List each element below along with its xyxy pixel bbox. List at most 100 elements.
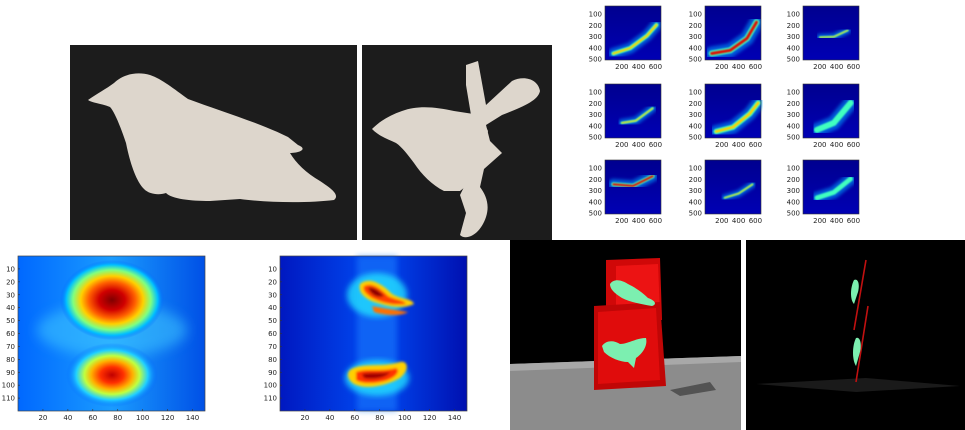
mesh-sliver-upper <box>851 279 859 304</box>
spectrogram-y-tick: 400 <box>589 44 602 52</box>
spectrogram-y-tick: 500 <box>787 210 800 218</box>
spectrogram-panel-r3c2: 100 200 300 400 500 200 400 600 <box>689 159 762 224</box>
heatmap-y-tick: 20 <box>6 278 15 286</box>
spectrogram-y-tick: 300 <box>689 111 702 119</box>
spectrogram-y-tick: 300 <box>689 33 702 41</box>
spectrogram-y-tick: 400 <box>689 198 702 206</box>
spectrogram-x-tick: 600 <box>847 217 860 224</box>
mesh-bird-lower <box>602 338 647 368</box>
spectrogram-y-tick: 300 <box>589 33 602 41</box>
heatmap-smooth: 10 20 30 40 50 60 70 80 90 100 110 20 40 60 80 100 120 1… <box>2 255 206 422</box>
heatmap-plot-area <box>279 255 468 412</box>
spectrogram-y-tick: 300 <box>787 187 800 195</box>
spectrogram-y-tick: 500 <box>589 210 602 218</box>
heatmap-x-tick: 60 <box>350 414 359 422</box>
spectrogram-y-tick: 400 <box>787 198 800 206</box>
spectrogram-y-tick: 300 <box>589 187 602 195</box>
spectrogram-y-tick: 100 <box>787 89 800 97</box>
heatmap-x-tick: 120 <box>423 414 436 422</box>
spectrogram-x-tick: 600 <box>749 63 762 71</box>
spectrogram-x-tick: 600 <box>749 217 762 224</box>
spectrogram-x-tick: 200 <box>813 63 826 71</box>
heatmap-y-tick: 10 <box>268 265 277 273</box>
spectrogram-x-tick: 400 <box>632 141 645 149</box>
spectrogram-x-tick: 200 <box>615 217 628 224</box>
spectrogram-x-tick: 600 <box>649 63 662 71</box>
spectrogram-x-tick: 600 <box>749 141 762 149</box>
heatmap-y-tick: 90 <box>268 369 277 377</box>
spectrogram-y-tick: 500 <box>787 134 800 142</box>
spectrogram-x-tick: 400 <box>732 217 745 224</box>
bird-silhouette <box>372 107 488 191</box>
red-plane-edge-upper <box>853 259 867 331</box>
heatmap-x-tick: 120 <box>161 414 174 422</box>
spectrogram-x-tick: 200 <box>615 63 628 71</box>
bird-on-branch-photo <box>362 45 552 240</box>
heatmap-y-tick: 80 <box>268 356 277 364</box>
spectrogram-y-tick: 200 <box>689 22 702 30</box>
spectrogram-x-tick: 600 <box>649 141 662 149</box>
mesh-sliver-lower <box>853 337 861 366</box>
spectrogram-y-tick: 500 <box>689 56 702 64</box>
heatmap-y-tick: 50 <box>6 317 15 325</box>
spectrogram-y-tick: 500 <box>787 56 800 64</box>
spectrogram-y-tick: 200 <box>787 100 800 108</box>
heatmap-y-tick: 30 <box>268 291 277 299</box>
heatmap-x-tick: 20 <box>38 414 47 422</box>
spectrogram-x-tick: 200 <box>813 217 826 224</box>
heatmap-y-tick: 10 <box>6 265 15 273</box>
spectrogram-y-tick: 300 <box>689 187 702 195</box>
spectrogram-panel-r2c2: 100 200 300 400 500 200 400 600 <box>689 83 765 149</box>
heatmap-blob-upper <box>60 260 164 340</box>
red-plane-edge-lower <box>855 305 869 383</box>
spectrogram-panel-r2c3: 100 200 300 400 500 200 400 600 <box>787 83 860 149</box>
spectrogram-panel-r2c1: 100 200 300 400 500 200 400 600 <box>589 83 662 149</box>
heatmap-plot-area <box>17 255 206 412</box>
spectrogram-x-tick: 200 <box>715 141 728 149</box>
heatmap-blob-upper <box>359 280 414 315</box>
spectrogram-panel-r3c3: 100 200 300 400 500 200 400 600 <box>787 159 860 224</box>
spectrogram-y-tick: 100 <box>689 11 702 19</box>
spectrogram-y-tick: 300 <box>589 111 602 119</box>
spectrogram-y-tick: 200 <box>689 100 702 108</box>
spectrogram-x-tick: 600 <box>847 141 860 149</box>
spectrogram-x-tick: 400 <box>830 63 843 71</box>
heatmap-detailed: 10 20 30 40 50 60 70 80 90 100 110 20 40 60 80 100 120 1… <box>264 255 468 422</box>
spectrogram-y-tick: 500 <box>589 56 602 64</box>
spectrogram-y-tick: 200 <box>589 176 602 184</box>
heatmap-y-tick: 100 <box>2 382 15 390</box>
spectrogram-x-tick: 400 <box>830 141 843 149</box>
spectrogram-x-tick: 400 <box>632 217 645 224</box>
spectrogram-y-tick: 100 <box>689 165 702 173</box>
ground-plane <box>510 356 741 430</box>
heatmap-x-tick: 20 <box>300 414 309 422</box>
heatmap-y-tick: 80 <box>6 356 15 364</box>
branch-silhouette <box>460 61 540 238</box>
heatmap-y-tick: 100 <box>264 382 277 390</box>
ground-plane-dark <box>756 378 960 392</box>
spectrogram-x-tick: 600 <box>847 63 860 71</box>
mesh-bird-upper <box>610 280 655 306</box>
spectrogram-y-tick: 100 <box>589 165 602 173</box>
heatmap-y-tick: 110 <box>2 395 15 403</box>
spectrogram-y-tick: 500 <box>689 134 702 142</box>
spectrogram-y-tick: 500 <box>689 210 702 218</box>
spectrogram-y-tick: 200 <box>787 22 800 30</box>
heatmap-x-tick: 100 <box>398 414 411 422</box>
spectrogram-panel-r1c2: 100 200 300 400 500 200 400 600 <box>689 5 764 71</box>
spectrogram-x-tick: 200 <box>615 141 628 149</box>
spectrogram-y-tick: 400 <box>787 122 800 130</box>
spectrogram-y-tick: 400 <box>589 122 602 130</box>
spectrogram-x-tick: 400 <box>732 63 745 71</box>
spectrogram-y-tick: 400 <box>689 122 702 130</box>
heatmap-y-tick: 50 <box>268 317 277 325</box>
spectrogram-panel-r3c1: 100 200 300 400 500 200 400 600 <box>589 159 662 224</box>
spectrogram-x-tick: 400 <box>632 63 645 71</box>
spectrogram-y-tick: 200 <box>689 176 702 184</box>
heatmap-y-tick: 40 <box>268 304 277 312</box>
heatmap-y-tick: 60 <box>6 330 15 338</box>
heatmap-x-tick: 140 <box>448 414 461 422</box>
spectrogram-y-tick: 400 <box>787 44 800 52</box>
spectrogram-y-tick: 100 <box>689 89 702 97</box>
heatmap-x-tick: 80 <box>375 414 384 422</box>
